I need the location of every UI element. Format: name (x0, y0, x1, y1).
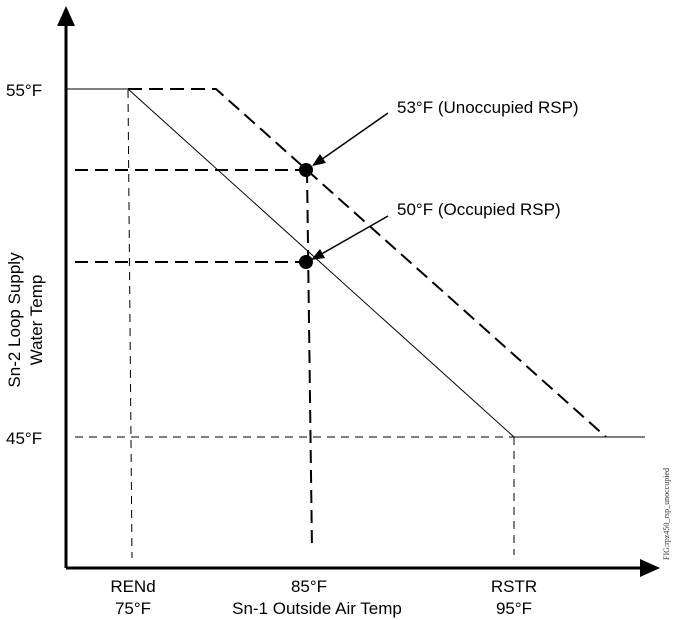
y-tick-55: 55°F (6, 81, 42, 100)
y-axis-title-line1: Sn-2 Loop Supply (5, 252, 24, 388)
occupied-arrowhead-icon (311, 249, 325, 260)
y-axis-title-line2: Water Temp (27, 275, 46, 366)
unoccupied-arrowhead-icon (312, 154, 326, 166)
occupied-pointer (317, 215, 389, 257)
unoccupied-pointer (317, 112, 389, 163)
unoccupied-label: 53°F (Unoccupied RSP) (397, 98, 579, 117)
figure-id: FIG:rpz450_rsp_unoccupied (662, 468, 671, 560)
y-tick-45: 45°F (6, 429, 42, 448)
unoccupied-rsp-marker (299, 163, 313, 177)
x-tick-rstr-value: 95°F (496, 599, 532, 618)
occupied-label: 50°F (Occupied RSP) (397, 200, 561, 219)
y-axis-title: Sn-2 Loop Supply Water Temp (5, 252, 46, 388)
guide-rend (127, 89, 133, 559)
x-tick-rend-label: RENd (110, 577, 155, 596)
y-axis-arrow-icon (57, 6, 75, 26)
x-tick-rend-value: 75°F (115, 599, 151, 618)
occupied-rsp-marker (299, 255, 313, 269)
unoccupied-line (128, 88, 607, 438)
occupied-line (66, 88, 645, 438)
x-axis-arrow-icon (640, 559, 660, 577)
x-axis-title: Sn-1 Outside Air Temp (232, 599, 402, 618)
guide-85 (306, 169, 313, 551)
x-tick-rstr-label: RSTR (491, 577, 537, 596)
x-tick-85: 85°F (291, 577, 327, 596)
